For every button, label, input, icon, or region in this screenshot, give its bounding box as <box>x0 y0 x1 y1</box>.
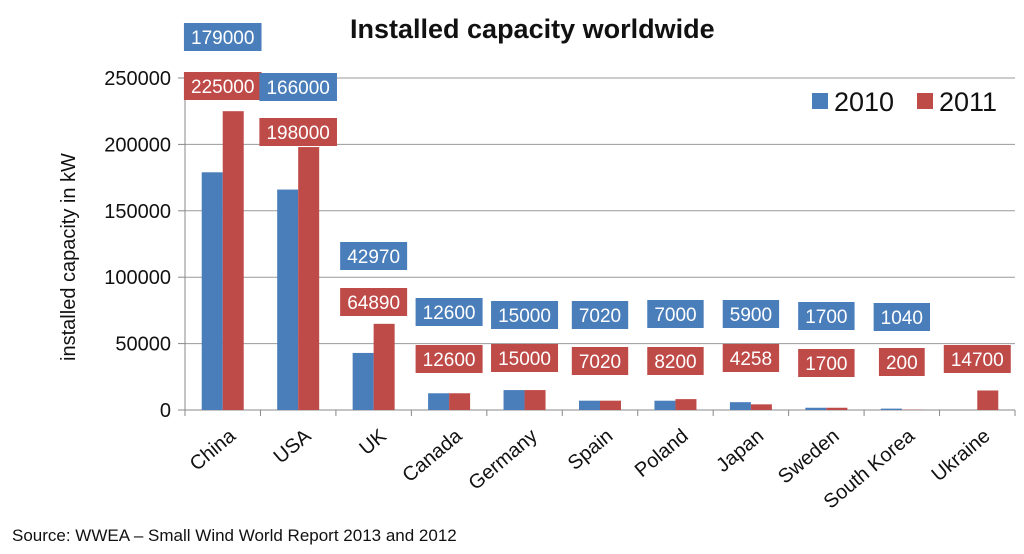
bars <box>201 111 999 410</box>
y-tick-label: 100000 <box>104 267 171 289</box>
bar-2011-uk <box>373 323 395 410</box>
bar-2011-spain <box>600 400 621 410</box>
data-label-2011-box <box>722 344 780 372</box>
bar-2010-poland <box>654 400 676 410</box>
y-tick-label: 0 <box>160 400 171 422</box>
data-label-2011: 1700 <box>805 354 847 375</box>
data-label-2011-box <box>183 72 262 100</box>
data-label-2011: 4258 <box>730 349 772 370</box>
data-label-2010: 179000 <box>191 28 254 49</box>
bar-2010-germany <box>503 390 525 410</box>
data-label-2011: 15000 <box>498 349 551 370</box>
data-label-2011: 64890 <box>347 293 400 314</box>
data-label-2010: 42970 <box>347 247 400 268</box>
bar-2010-china <box>201 172 223 410</box>
data-label-2011-box <box>647 347 704 375</box>
bar-2011-sweden <box>826 407 848 410</box>
data-label-2010-box <box>647 300 704 328</box>
data-label-2010: 166000 <box>266 78 329 99</box>
chart-title: Installed capacity worldwide <box>350 14 715 44</box>
bar-2010-canada <box>428 393 450 410</box>
legend-swatch-2010 <box>812 93 828 109</box>
y-axis: 0 50000 100000 150000 200000 250000 <box>104 68 186 422</box>
data-labels: 179000 225000 166000 198000 42970 64890 12600 1… <box>183 23 1011 377</box>
data-label-2010: 7020 <box>579 306 621 327</box>
bar-2010-south-korea <box>880 408 902 410</box>
y-tick-label: 250000 <box>104 68 171 90</box>
y-axis-label: installed capacity in kW <box>58 153 80 361</box>
y-tick-label: 150000 <box>104 201 171 223</box>
legend-swatch-2011 <box>917 93 933 109</box>
bar-2011-china <box>222 111 244 410</box>
x-tick-label: Spain <box>564 425 617 475</box>
data-label-2010: 15000 <box>498 306 551 327</box>
x-tick-label: Ukraine <box>928 425 995 486</box>
bar-2010-sweden <box>805 407 827 410</box>
bar-2011-germany <box>524 390 546 410</box>
y-tick-label: 50000 <box>115 334 171 356</box>
bar-2011-usa <box>298 147 320 410</box>
data-label-2011: 198000 <box>266 123 329 144</box>
data-label-2010: 7000 <box>654 305 696 326</box>
data-label-2011-box <box>571 347 629 375</box>
legend: 2010 2011 <box>812 87 997 117</box>
data-label-2010-box <box>183 23 262 51</box>
data-label-2011-box <box>943 345 1011 373</box>
x-tick-label: Japan <box>712 425 768 477</box>
bar-2010-spain <box>579 400 600 410</box>
data-label-2010: 5900 <box>730 305 772 326</box>
data-label-2010-box <box>798 302 855 330</box>
data-label-2011: 7020 <box>579 352 621 373</box>
legend-label-2010: 2010 <box>834 87 894 117</box>
data-label-2011-box <box>259 118 337 146</box>
data-label-2011: 225000 <box>191 77 254 98</box>
data-label-2010-box <box>259 73 337 101</box>
bar-2011-japan <box>750 404 772 410</box>
gridlines <box>185 77 1015 411</box>
data-label-2011-box <box>878 348 925 376</box>
bar-2010-japan <box>729 402 751 410</box>
data-label-2010-box <box>571 301 629 329</box>
bar-2010-usa <box>277 189 299 410</box>
data-label-2010: 12600 <box>423 303 476 324</box>
data-label-2011-box <box>415 345 483 373</box>
data-label-2010: 1700 <box>805 307 847 328</box>
x-tick-label: USA <box>270 425 316 469</box>
data-label-2010-box <box>340 242 408 270</box>
data-label-2010-box <box>873 303 931 331</box>
x-tick-label: Canada <box>398 424 466 486</box>
data-label-2011: 14700 <box>951 350 1004 371</box>
data-label-2011-box <box>798 349 855 377</box>
data-label-2010-box <box>415 298 483 326</box>
source-note: Source: WWEA – Small Wind World Report 2… <box>12 526 457 545</box>
bar-2010-uk <box>352 352 374 410</box>
x-tick-label: UK <box>355 425 391 460</box>
x-tick-label: Sweden <box>774 425 844 488</box>
data-label-2010: 1040 <box>881 308 923 329</box>
data-label-2011-box <box>340 288 408 316</box>
data-label-2011: 8200 <box>654 352 696 373</box>
y-tick-label: 200000 <box>104 134 171 156</box>
x-tick-label: Germany <box>465 425 542 495</box>
x-tick-label: Poland <box>631 425 693 482</box>
legend-label-2011: 2011 <box>939 87 997 117</box>
data-label-2010-box <box>722 300 780 328</box>
x-tick-label: China <box>186 424 241 475</box>
data-label-2011: 200 <box>886 353 918 374</box>
bar-2011-canada <box>449 393 471 410</box>
bar-2011-ukraine <box>977 390 999 410</box>
data-label-2011-box <box>491 344 559 372</box>
bar-2011-poland <box>675 399 697 410</box>
data-label-2011: 12600 <box>423 350 476 371</box>
data-label-2010-box <box>491 301 559 329</box>
